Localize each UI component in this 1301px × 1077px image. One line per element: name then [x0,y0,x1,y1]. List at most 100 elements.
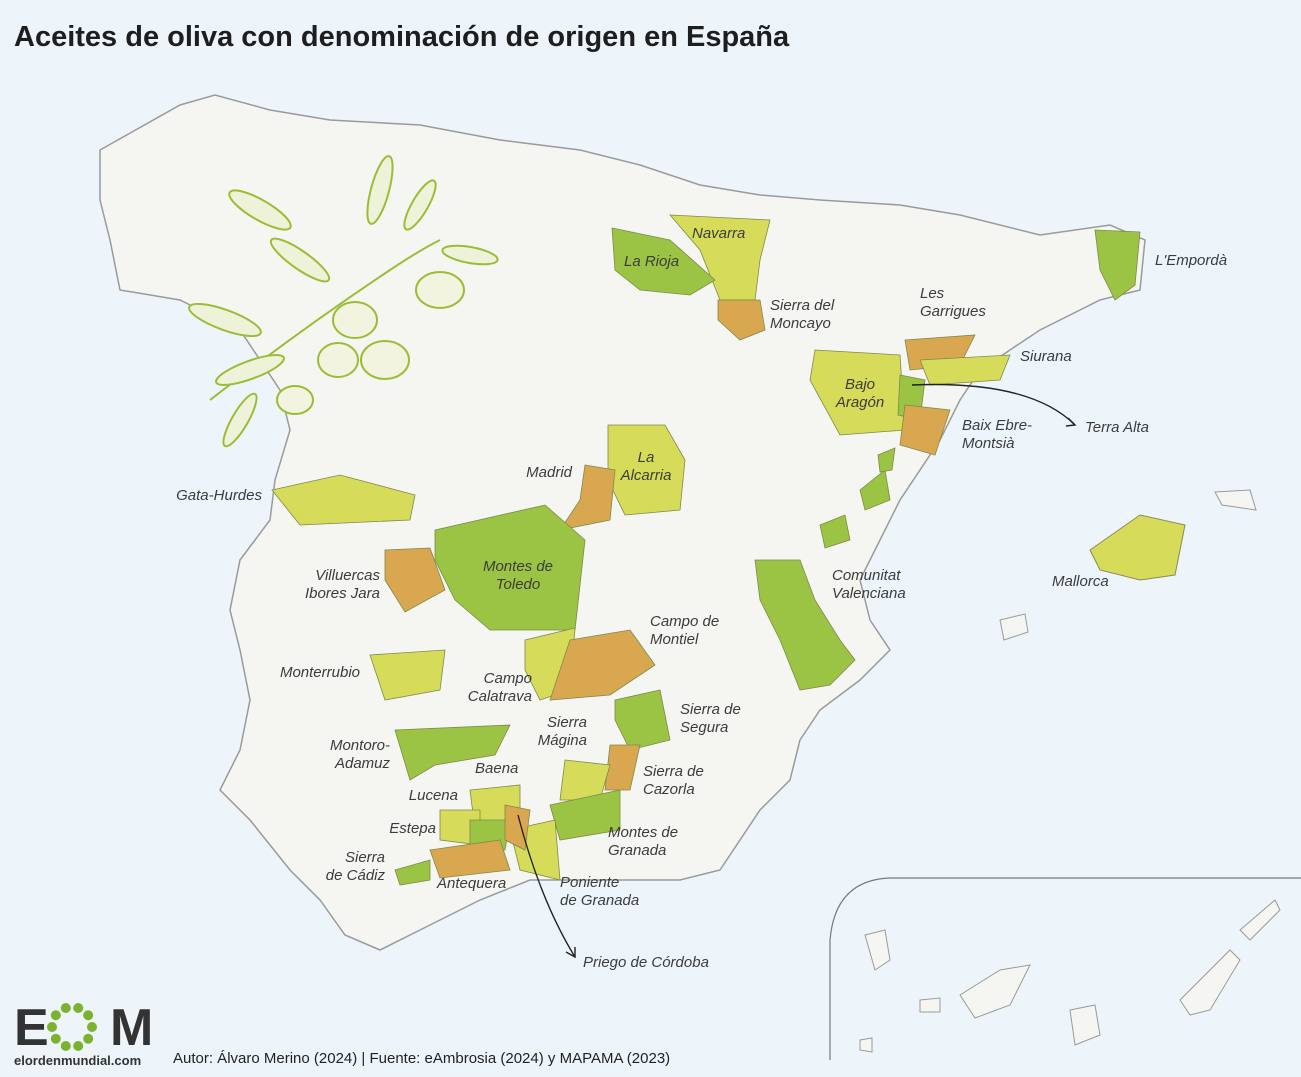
region-label: Sierra del [770,297,835,314]
region-label: Adamuz [334,755,391,772]
denomination-region [271,474,416,526]
region-label: Campo [484,670,532,687]
logo-dot [87,1022,97,1032]
denomination-region [877,447,896,473]
region-label: Moncayo [770,315,831,332]
region-label: Montsià [962,435,1015,452]
denomination-region [717,299,766,341]
denomination-region [429,839,511,879]
region-label: Navarra [692,225,745,242]
mallorca [1089,514,1186,581]
region-label: Siurana [1020,348,1072,365]
region-label: L'Empordà [1155,252,1227,269]
denomination-region [819,514,851,549]
olive [360,340,410,380]
denomination-region [549,789,621,841]
logo-right: M [110,999,153,1057]
denomination-region [394,859,431,886]
region-label: de Cádiz [326,867,386,884]
denomination-region [919,354,1011,386]
denomination-region [434,504,586,631]
region-label: Sierra de [680,701,741,718]
denomination-region [611,227,716,296]
canary-islands [859,899,1281,1053]
logo-dot [50,1033,61,1044]
leaf [403,179,437,231]
region-label: Valenciana [832,585,906,602]
region-label: Madrid [526,464,573,481]
region-label: Mallorca [1052,573,1109,590]
region-label: Poniente [560,874,619,891]
denomination-region [369,649,446,701]
region-label: Terra Alta [1085,419,1149,436]
region-label: Montes de [483,558,553,575]
logo-site: elordenmundial.com [14,1053,141,1068]
regions [271,214,1141,886]
region-label: Segura [680,719,728,736]
region-label: Priego de Córdoba [583,954,709,971]
region-label: Villuercas [315,567,380,584]
region-label: Gata-Hurdes [176,487,262,504]
region-label: Toledo [496,576,541,593]
menorca [1214,489,1257,511]
region-label: Sierra de [643,763,704,780]
leaf [269,237,331,283]
region-label: Alcarria [620,467,672,484]
logo-dot [50,1010,61,1021]
region-label: Sierra [345,849,385,866]
olive [317,342,359,378]
logo-dot [73,1002,84,1013]
logo-dot [83,1010,94,1021]
region-label: Estepa [389,820,436,837]
credit: Autor: Álvaro Merino (2024) | Fuente: eA… [173,1050,670,1067]
region-label: Montoro- [330,737,390,754]
region-label: Montiel [650,631,699,648]
logo-dot [73,1041,84,1052]
region-label: Antequera [436,875,506,892]
region-label: Les [920,285,945,302]
region-label: Lucena [409,787,458,804]
leaf [366,155,394,225]
region-label: Bajo [845,376,875,393]
denomination-region [394,724,511,781]
denomination-region [899,404,951,456]
region-label: Aragón [835,394,884,411]
region-label: Campo de [650,613,719,630]
denomination-region [809,349,906,436]
region-label: Sierra [547,714,587,731]
denomination-region [559,464,616,531]
denomination-region [384,547,446,613]
logo-dot [47,1022,57,1032]
denomination-region [754,559,856,691]
canarias-inset [829,877,1301,1060]
arrow-terra-alta [911,383,1076,426]
leaf [188,302,262,338]
region-label: Comunitat [832,567,901,584]
leaf [215,354,285,386]
region-label: Cazorla [643,781,695,798]
olive [332,301,378,339]
region-label: de Granada [560,892,639,909]
denomination-region [549,629,656,701]
denomination-region [614,689,671,751]
denomination-region [1094,229,1141,301]
leaf [441,244,499,266]
map-title: Aceites de oliva con denominación de ori… [14,21,790,53]
region-label: Calatrava [468,688,532,705]
denomination-region [859,469,891,511]
region-label: Monterrubio [280,664,360,681]
arrows [517,383,1077,959]
logo-left: E [14,999,49,1057]
region-label: La Rioja [624,253,679,270]
olive-branch [188,155,499,448]
region-label: La [638,449,655,466]
region-label: Garrigues [920,303,986,320]
leaf [222,392,258,448]
arrow-priego [517,814,576,958]
labels: Navarra La Rioja L'Empordà Sierra delMoncay… [176,225,1227,971]
logo-dot [60,1002,71,1013]
olive [276,385,314,415]
logo-ring [47,1002,97,1052]
arrow-head [1065,417,1077,427]
